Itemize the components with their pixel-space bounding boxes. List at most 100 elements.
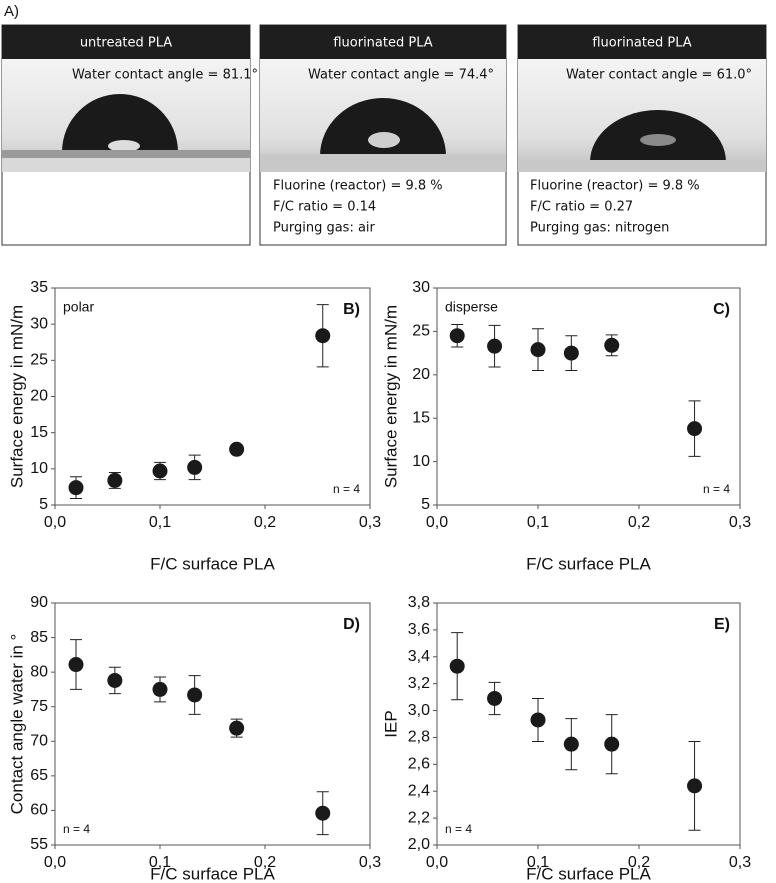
data-point xyxy=(530,342,546,358)
panel-title: fluorinated PLA xyxy=(333,36,432,51)
sample-note: n = 4 xyxy=(333,482,360,496)
x-tick-label: 0,0 xyxy=(44,854,66,871)
y-tick-label: 30 xyxy=(30,315,48,332)
data-point xyxy=(604,337,620,353)
x-axis-label: F/C surface PLA xyxy=(526,864,651,883)
sample-note: n = 4 xyxy=(445,822,472,836)
panel-label: B) xyxy=(343,301,360,318)
y-tick-label: 2,6 xyxy=(408,756,430,773)
y-tick-label: 25 xyxy=(412,323,430,340)
panel-caption: Water contact angle = 81.1° xyxy=(72,68,258,83)
data-point xyxy=(187,459,203,475)
y-tick-label: 10 xyxy=(30,460,48,477)
y-tick-label: 25 xyxy=(30,352,48,369)
y-tick-label: 70 xyxy=(30,733,48,750)
data-point xyxy=(68,480,84,496)
x-axis-label: F/C surface PLA xyxy=(150,864,275,883)
x-tick-label: 0,2 xyxy=(628,514,650,531)
panel-label: E) xyxy=(714,616,730,633)
panel-title: untreated PLA xyxy=(80,36,172,51)
panel-caption: Water contact angle = 61.0° xyxy=(566,68,752,83)
data-point xyxy=(530,712,546,728)
y-tick-label: 20 xyxy=(412,366,430,383)
panel-note: polar xyxy=(63,299,94,315)
x-tick-label: 0,2 xyxy=(628,854,650,871)
y-tick-label: 2,4 xyxy=(408,782,430,799)
data-point xyxy=(487,338,503,354)
panel-note: disperse xyxy=(445,299,498,315)
y-tick-label: 3,6 xyxy=(408,621,430,638)
y-tick-label: 30 xyxy=(412,279,430,296)
y-tick-label: 80 xyxy=(30,663,48,680)
x-tick-label: 0,2 xyxy=(254,514,276,531)
data-point xyxy=(604,736,620,752)
y-tick-label: 3,8 xyxy=(408,594,430,611)
y-tick-label: 90 xyxy=(30,594,48,611)
data-point xyxy=(449,658,465,674)
x-tick-label: 0,3 xyxy=(359,514,381,531)
panel-note: Fluorine (reactor) = 9.8 % xyxy=(530,179,700,194)
y-tick-label: 35 xyxy=(30,279,48,296)
x-tick-label: 0,1 xyxy=(527,854,549,871)
data-point xyxy=(107,672,123,688)
photo-panel: fluorinated PLA Water contact angle = 74… xyxy=(259,24,507,246)
data-point xyxy=(449,328,465,344)
y-tick-label: 3,0 xyxy=(408,702,430,719)
data-point xyxy=(152,681,168,697)
x-tick-label: 0,3 xyxy=(729,854,751,871)
data-point xyxy=(107,472,123,488)
data-point xyxy=(563,345,579,361)
plot-frame xyxy=(436,602,741,846)
panel-title: fluorinated PLA xyxy=(592,36,691,51)
plot-frame xyxy=(436,287,741,506)
x-axis-label: F/C surface PLA xyxy=(150,554,275,573)
y-tick-label: 20 xyxy=(30,388,48,405)
y-axis-label: Surface energy in mN/m xyxy=(381,305,400,488)
x-tick-label: 0,1 xyxy=(149,514,171,531)
panel-label: C) xyxy=(713,301,730,318)
data-point xyxy=(315,805,331,821)
y-tick-label: 5 xyxy=(421,496,430,513)
x-tick-label: 0,0 xyxy=(426,514,448,531)
sample-note: n = 4 xyxy=(63,822,90,836)
x-tick-label: 0,1 xyxy=(527,514,549,531)
data-point xyxy=(315,328,331,344)
y-tick-label: 2,2 xyxy=(408,809,430,826)
photo-panel: fluorinated PLA Water contact angle = 61… xyxy=(517,24,767,246)
data-point xyxy=(563,736,579,752)
y-axis-label: IEP xyxy=(381,710,400,737)
y-tick-label: 60 xyxy=(30,802,48,819)
data-point xyxy=(687,421,703,437)
data-point xyxy=(68,657,84,673)
figure-label: A) xyxy=(4,3,19,20)
y-tick-label: 3,4 xyxy=(408,648,430,665)
panel-note: Purging gas: nitrogen xyxy=(530,221,669,236)
data-point xyxy=(229,441,245,457)
plot-frame xyxy=(54,602,371,846)
x-tick-label: 0,0 xyxy=(44,514,66,531)
y-tick-label: 15 xyxy=(30,424,48,441)
y-tick-label: 10 xyxy=(412,453,430,470)
y-tick-label: 85 xyxy=(30,629,48,646)
y-tick-label: 5 xyxy=(39,496,48,513)
panel-caption: Water contact angle = 74.4° xyxy=(308,68,494,83)
data-point xyxy=(187,687,203,703)
y-tick-label: 3,2 xyxy=(408,675,430,692)
panel-note: F/C ratio = 0.14 xyxy=(273,200,376,215)
y-tick-label: 2,0 xyxy=(408,836,430,853)
panel-note: Fluorine (reactor) = 9.8 % xyxy=(273,179,443,194)
y-tick-label: 75 xyxy=(30,698,48,715)
x-tick-label: 0,3 xyxy=(359,854,381,871)
data-point xyxy=(152,463,168,479)
panel-note: Purging gas: air xyxy=(273,221,376,236)
panel-label: D) xyxy=(343,616,360,633)
y-tick-label: 65 xyxy=(30,767,48,784)
y-tick-label: 55 xyxy=(30,836,48,853)
data-point xyxy=(487,690,503,706)
y-axis-label: Contact angle water in ° xyxy=(7,634,26,815)
photo-panel: untreated PLA Water contact angle = 81.1… xyxy=(1,24,258,246)
x-tick-label: 0,0 xyxy=(426,854,448,871)
panel-note: F/C ratio = 0.27 xyxy=(530,200,633,215)
y-axis-label: Surface energy in mN/m xyxy=(7,305,26,488)
